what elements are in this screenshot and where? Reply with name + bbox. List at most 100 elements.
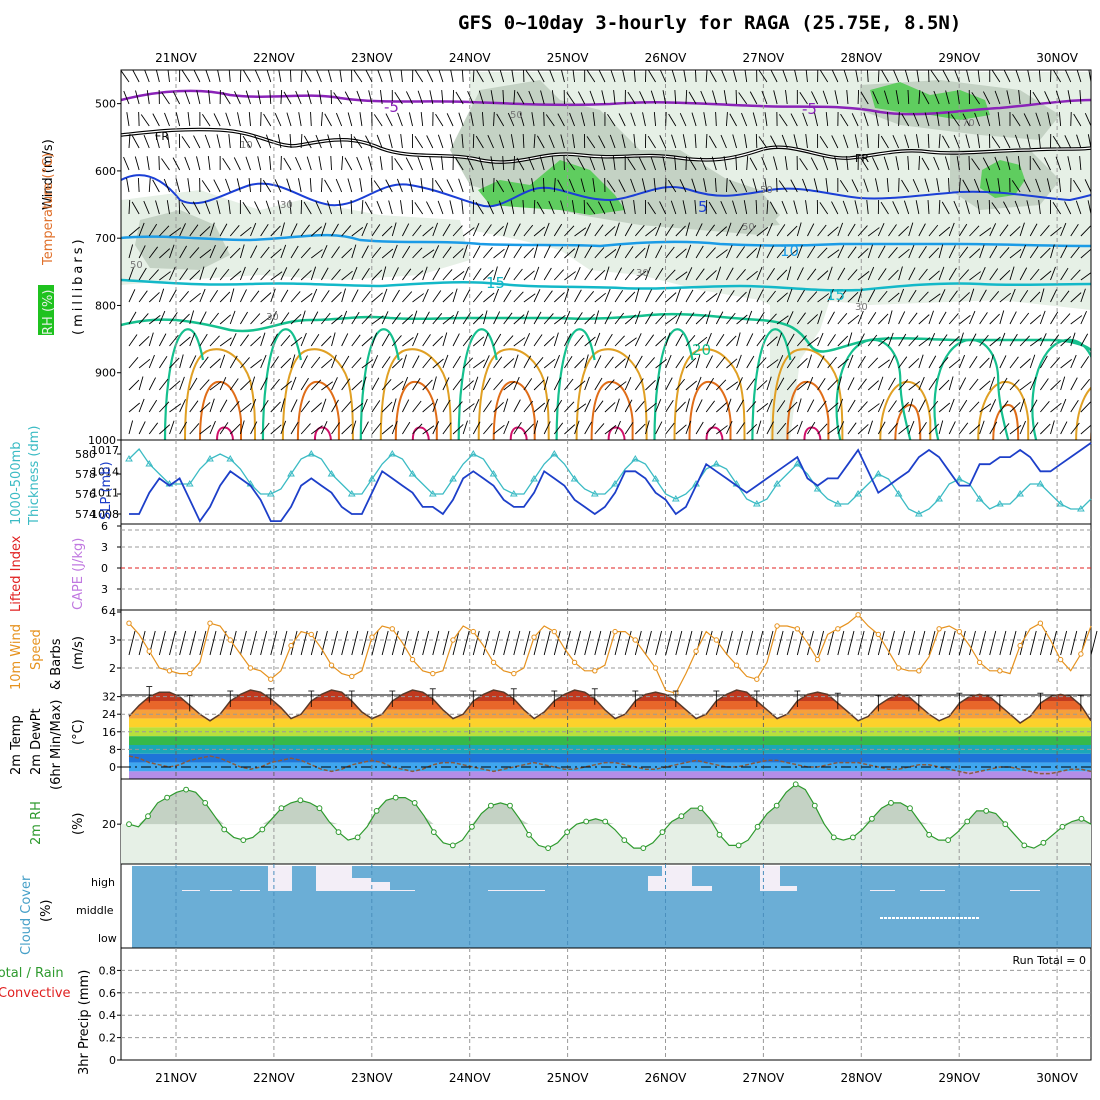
wind-barb (901, 113, 910, 127)
wind-barb (1003, 201, 1011, 215)
wind-barb (533, 226, 546, 237)
wind-barb (942, 70, 950, 83)
wind-barb (533, 289, 541, 303)
wind-barb (1003, 135, 1011, 149)
wind-barb (866, 200, 869, 215)
wind-barb (189, 224, 199, 237)
wind10-barb (513, 630, 521, 656)
wind-barb (971, 158, 980, 171)
wind-barb (799, 92, 808, 105)
wind-barb (670, 200, 677, 215)
wind-barb (229, 310, 236, 325)
wind-barb (381, 401, 393, 413)
wind-barb (493, 111, 495, 127)
wind-barb (331, 399, 339, 413)
wind-barb (685, 420, 692, 435)
wind-barb (229, 270, 242, 281)
wind-barb (473, 359, 485, 369)
wind-barb (1090, 323, 1091, 324)
wind-barb (817, 378, 826, 391)
wind-barb (487, 201, 494, 215)
wind-barb (938, 402, 951, 413)
wind-barb (502, 156, 505, 171)
wind-barb (128, 244, 134, 259)
wind-barb (609, 134, 616, 149)
wind-barb (402, 245, 411, 259)
wind-barb (726, 290, 735, 303)
label-wind: Wind (m/s) (41, 139, 56, 210)
wind-barb (331, 422, 340, 435)
wind-barb (260, 332, 266, 347)
wind-barb (449, 134, 454, 149)
wind-barb (213, 179, 221, 193)
wind-barb (817, 224, 827, 237)
wind-barb (597, 201, 606, 215)
wind-barb (634, 355, 643, 369)
wind-barb (219, 337, 232, 347)
wind-barb (1019, 312, 1030, 325)
wind-barb (614, 267, 623, 281)
wind-barb (846, 90, 849, 105)
wind10-barb (401, 630, 409, 656)
wind-barb (1050, 402, 1062, 413)
wind-barb (373, 180, 383, 193)
wind-barb (726, 112, 728, 127)
wind-barb (837, 398, 844, 413)
wind-barb (574, 267, 581, 281)
wind-point (875, 631, 882, 638)
wind-barb (736, 332, 741, 347)
wind-barb (437, 134, 444, 149)
wind-barb (969, 401, 980, 413)
rh2m-point (183, 786, 190, 793)
wind-barb (143, 134, 150, 149)
wind-barb (1050, 334, 1060, 347)
wind-barb (668, 179, 677, 193)
wind-barb (310, 379, 322, 391)
tick-label: 0.8 (99, 964, 117, 977)
wind-barb (553, 246, 564, 259)
wind-barb (938, 334, 948, 347)
wind-barb (867, 312, 877, 325)
wind-barb (948, 313, 959, 325)
wind-barb (1090, 256, 1091, 258)
wind-barb (814, 112, 819, 127)
wind-barb (193, 135, 201, 149)
wind-barb (1070, 332, 1076, 347)
wind-barb (503, 398, 509, 413)
wind-barb (956, 90, 960, 105)
tick-label: 800 (95, 299, 116, 312)
wind-barb (166, 200, 170, 215)
wind-barb (819, 136, 829, 149)
wind-barb (391, 244, 398, 259)
isotherm-25 (575, 348, 648, 440)
wind-barb (685, 334, 696, 347)
rh-label-10: 10 (240, 140, 253, 151)
wind-barb (128, 226, 141, 237)
wind10-barb (877, 630, 885, 656)
wind-barb (933, 90, 940, 105)
wind-barb (1050, 357, 1061, 369)
wind-barb (817, 247, 828, 259)
wind-barb (533, 356, 544, 369)
wind-barb (341, 247, 353, 259)
wind-barb (928, 400, 939, 413)
wind-barb (159, 356, 168, 369)
wind-barb (999, 400, 1009, 413)
wind-barb (695, 421, 704, 435)
wind-barb (280, 420, 287, 435)
wind10-barb (574, 630, 581, 656)
wind-barb (240, 402, 252, 413)
wind-barb (1029, 399, 1038, 413)
wind-barb (1009, 288, 1016, 303)
tick-label: 4 (109, 606, 116, 619)
wind-barb (794, 70, 798, 83)
wind-barb (776, 332, 783, 347)
wind-barb (392, 380, 404, 391)
wind-barb (391, 222, 397, 237)
wind-barb (510, 200, 515, 215)
wind10-barb (270, 630, 278, 656)
wind-barb (1090, 367, 1091, 368)
wind-point (835, 626, 841, 632)
wind-barb (169, 267, 176, 281)
wind-barb (1038, 200, 1041, 215)
